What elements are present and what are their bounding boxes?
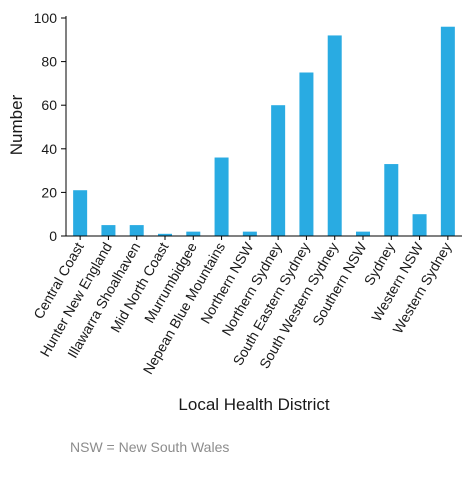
y-tick-label: 100 bbox=[34, 10, 58, 26]
y-tick-label: 20 bbox=[41, 184, 57, 200]
y-tick-label: 0 bbox=[49, 228, 57, 244]
bar bbox=[101, 225, 116, 236]
bar bbox=[356, 231, 370, 236]
bar bbox=[242, 231, 257, 236]
bar bbox=[73, 190, 88, 236]
bar bbox=[299, 72, 314, 236]
bar bbox=[214, 157, 229, 236]
bar bbox=[271, 105, 286, 236]
bar bbox=[327, 35, 342, 236]
bar bbox=[186, 231, 201, 236]
y-tick-label: 60 bbox=[41, 97, 57, 113]
bar bbox=[129, 225, 144, 236]
y-tick-label: 80 bbox=[41, 54, 57, 70]
y-axis: 0 20 40 60 80 100 bbox=[34, 10, 67, 244]
y-axis-title: Number bbox=[7, 94, 26, 155]
footnote: NSW = New South Wales bbox=[70, 439, 229, 455]
x-axis-title: Local Health District bbox=[178, 395, 329, 414]
bar bbox=[384, 164, 399, 236]
bar bbox=[158, 233, 172, 236]
bar bbox=[440, 26, 455, 236]
bar bbox=[412, 214, 427, 236]
y-tick-label: 40 bbox=[41, 141, 57, 157]
bars-group bbox=[73, 26, 455, 236]
